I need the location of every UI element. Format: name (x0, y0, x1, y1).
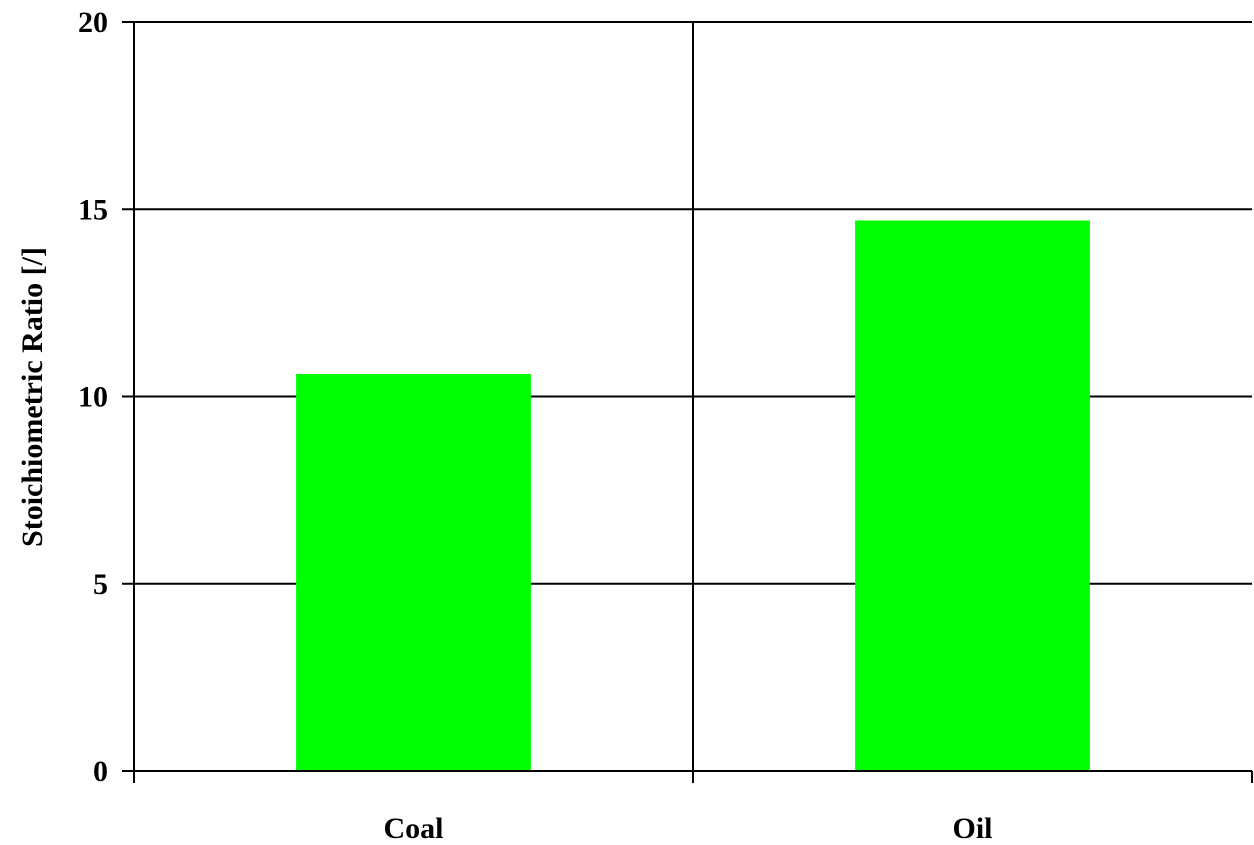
y-tick-label-0: 0 (93, 755, 108, 788)
bar-coal (296, 374, 531, 771)
x-category-label-oil: Oil (952, 812, 992, 845)
bar-oil (855, 220, 1090, 772)
x-category-label-coal: Coal (384, 812, 444, 845)
y-tick-label-10: 10 (78, 381, 108, 414)
bars (296, 220, 1090, 772)
y-tick-label-15: 15 (78, 193, 108, 226)
y-tick-label-20: 20 (78, 6, 108, 39)
y-axis-title: Stoichiometric Ratio [/] (16, 247, 49, 547)
labels: 0 5 10 15 20 Coal Oil (78, 6, 993, 845)
axes (122, 21, 1253, 783)
y-tick-label-5: 5 (93, 568, 108, 601)
